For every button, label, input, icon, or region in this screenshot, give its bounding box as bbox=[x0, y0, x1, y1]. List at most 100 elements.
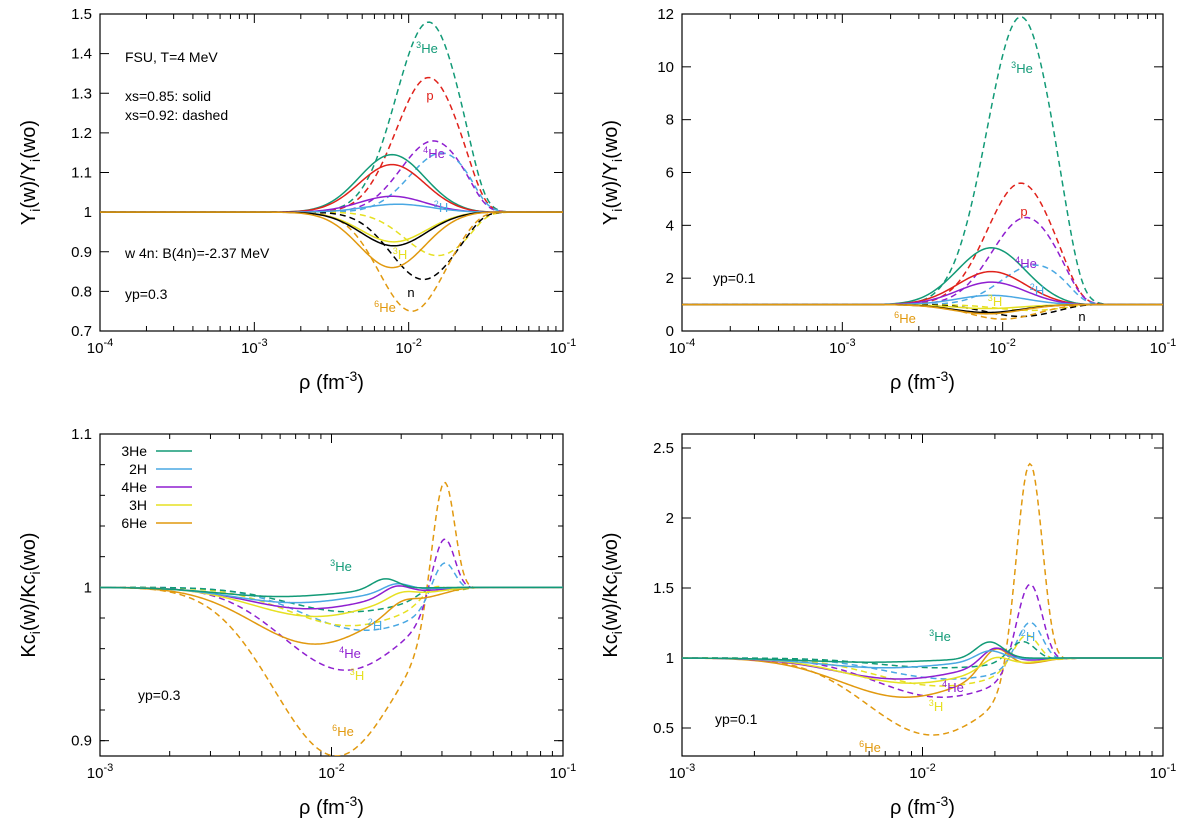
series-group bbox=[682, 16, 1163, 320]
y-tick-label: 0.7 bbox=[71, 323, 92, 340]
curve-label-4He: 4He bbox=[339, 645, 361, 661]
y-tick-label: 2.5 bbox=[653, 440, 674, 457]
x-tick-label: 10-3 bbox=[241, 337, 267, 357]
legend: 3He 2H 4He 3H 6He bbox=[121, 443, 192, 531]
x-tick-label: 10-1 bbox=[550, 762, 576, 782]
series-line-3He-dashed bbox=[682, 16, 1163, 306]
x-tick-label: 10-4 bbox=[669, 337, 695, 357]
curve-label-p: p bbox=[426, 88, 433, 103]
annotation: FSU, T=4 MeV bbox=[125, 49, 218, 65]
legend-label: 3H bbox=[129, 497, 147, 513]
series-line-2H-dashed bbox=[100, 562, 563, 632]
series-group bbox=[100, 21, 563, 312]
y-tick-label: 0 bbox=[666, 323, 674, 340]
x-tick-label: 10-4 bbox=[87, 337, 113, 357]
y-tick-label: 2 bbox=[666, 270, 674, 287]
x-axis-label: ρ (fm-3) bbox=[890, 793, 955, 819]
y-axis-label: Yi(w)/Yi(wo) bbox=[18, 120, 43, 225]
curve-label-6He: 6He bbox=[894, 310, 916, 326]
curve-label-3He: 3He bbox=[1011, 60, 1033, 76]
annotation: yp=0.1 bbox=[715, 711, 758, 727]
series-line-3He-dashed bbox=[682, 640, 1163, 669]
curve-label-3H: 3H bbox=[393, 246, 407, 262]
y-tick-label: 1.3 bbox=[71, 85, 92, 102]
series-line-3He-solid bbox=[100, 578, 563, 598]
annotation: w 4n: B(4n)=-2.37 MeV bbox=[124, 245, 270, 261]
series-line-3H-dashed bbox=[100, 585, 563, 627]
y-axis-label: Yi(w)/Yi(wo) bbox=[600, 120, 625, 225]
series-line-4He-solid bbox=[682, 647, 1163, 680]
series-line-n-dashed bbox=[100, 211, 563, 281]
series-line-4He-dashed bbox=[100, 538, 563, 671]
y-tick-label: 1 bbox=[84, 204, 92, 221]
y-tick-label: 4 bbox=[666, 217, 674, 234]
x-tick-label: 10-2 bbox=[395, 337, 421, 357]
y-tick-label: 10 bbox=[657, 59, 674, 76]
y-tick-label: 1.1 bbox=[71, 426, 92, 443]
x-tick-label: 10-1 bbox=[550, 337, 576, 357]
x-tick-label: 10-2 bbox=[318, 762, 344, 782]
series-line-6He-dashed bbox=[682, 462, 1163, 736]
curve-label-4He: 4He bbox=[942, 679, 964, 695]
y-tick-label: 1.2 bbox=[71, 125, 92, 142]
x-tick-label: 10-1 bbox=[1150, 762, 1176, 782]
y-tick-label: 6 bbox=[666, 165, 674, 182]
annotation: xs=0.85: solid bbox=[125, 88, 211, 104]
legend-label: 6He bbox=[121, 515, 147, 531]
series-line-3H-solid bbox=[100, 211, 563, 243]
series-line-n-solid bbox=[100, 211, 563, 247]
y-tick-label: 0.5 bbox=[653, 720, 674, 737]
annotation: yp=0.1 bbox=[713, 270, 756, 286]
plot-frame bbox=[681, 433, 1164, 757]
curve-label-3H: 3H bbox=[350, 667, 364, 683]
y-tick-label: 0.9 bbox=[71, 733, 92, 750]
curve-label-2H: 2H bbox=[1021, 628, 1035, 644]
curve-label-6He: 6He bbox=[374, 299, 396, 315]
x-axis-label: ρ (fm-3) bbox=[890, 368, 955, 394]
x-tick-label: 10-2 bbox=[909, 762, 935, 782]
curve-label-n: n bbox=[407, 285, 414, 300]
curve-label-3He: 3He bbox=[416, 40, 438, 56]
curve-label-2H: 2H bbox=[368, 617, 382, 633]
chart-panel-2: 10-4 10-3 10-2 10-1 0 2 4 6 8 10 12 ρ (fm-3) Yi(w)/Y… bbox=[600, 6, 1176, 394]
curve-label-3He: 3He bbox=[929, 628, 951, 644]
y-axis-label: Kci(w)/Kci(wo) bbox=[18, 532, 43, 657]
curve-label-4He: 4He bbox=[423, 145, 445, 161]
chart-panel-1: 10-4 10-3 10-2 10-1 0.7 0.8 0.9 1 1.1 1.2 1.3 1.4 1.… bbox=[18, 6, 576, 394]
x-tick-label: 10-3 bbox=[669, 762, 695, 782]
curve-label-n: n bbox=[1078, 309, 1085, 324]
y-tick-label: 1.1 bbox=[71, 165, 92, 182]
legend-label: 3He bbox=[121, 443, 147, 459]
chart-panel-3: 10-3 10-2 10-1 0.9 1 1.1 ρ (fm-3) Kci(w)/Kci(wo… bbox=[18, 426, 576, 819]
series-line-3H-dashed bbox=[100, 211, 563, 257]
curve-label-6He: 6He bbox=[859, 739, 881, 755]
curve-label-4He: 4He bbox=[1015, 255, 1037, 271]
curve-label-3H: 3H bbox=[929, 698, 943, 714]
annotation: xs=0.92: dashed bbox=[125, 107, 228, 123]
curve-label-p: p bbox=[1020, 204, 1027, 219]
y-tick-label: 1 bbox=[666, 650, 674, 667]
annotation: yp=0.3 bbox=[125, 286, 168, 302]
curve-label-2H: 2H bbox=[1030, 282, 1044, 298]
y-tick-label: 8 bbox=[666, 112, 674, 129]
series-group bbox=[682, 462, 1163, 736]
legend-label: 2H bbox=[129, 461, 147, 477]
x-tick-label: 10-1 bbox=[1150, 337, 1176, 357]
series-line-6He-solid bbox=[682, 303, 1163, 315]
x-axis-label: ρ (fm-3) bbox=[299, 793, 364, 819]
y-tick-label: 1 bbox=[84, 579, 92, 596]
series-line-6He-dashed bbox=[100, 211, 563, 312]
curve-label-3H: 3H bbox=[988, 293, 1002, 309]
legend-label: 4He bbox=[121, 479, 147, 495]
x-tick-label: 10-3 bbox=[87, 762, 113, 782]
plot-frame bbox=[99, 433, 564, 757]
y-tick-label: 0.9 bbox=[71, 244, 92, 261]
curve-label-2H: 2H bbox=[434, 199, 448, 215]
x-axis-label: ρ (fm-3) bbox=[299, 368, 364, 394]
curve-label-6He: 6He bbox=[332, 723, 354, 739]
series-line-4He-dashed bbox=[682, 216, 1163, 306]
y-tick-label: 1.5 bbox=[653, 580, 674, 597]
series-line-p-solid bbox=[100, 163, 563, 213]
y-tick-label: 1.4 bbox=[71, 46, 92, 63]
